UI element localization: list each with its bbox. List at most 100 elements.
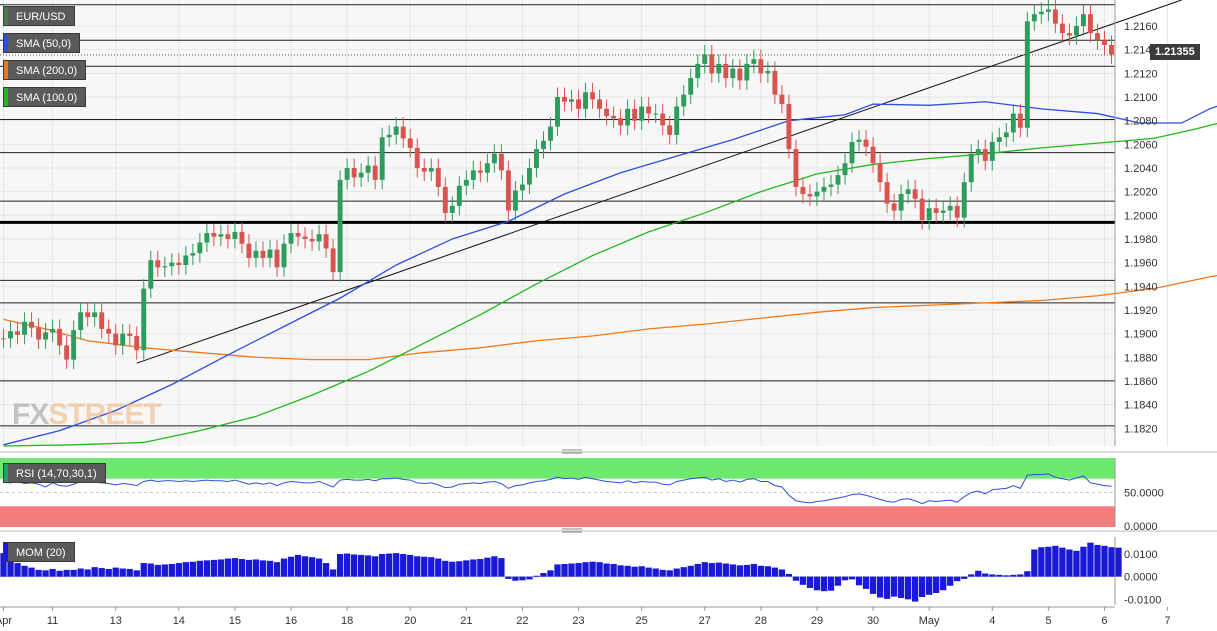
mom-bar [1087,542,1094,577]
instrument-label: EUR/USD [3,6,75,26]
candle-body [372,165,378,180]
candle-body [323,234,329,249]
candle-body [919,198,925,221]
candle-body [646,106,652,114]
mom-bar [659,569,666,577]
rsi-tick-label: 50.0000 [1124,488,1164,500]
mom-bar [904,576,912,600]
candle-body [618,118,624,126]
candle-body [71,330,77,360]
candle-body [982,149,988,161]
candle-body [155,260,161,268]
mom-bar [624,565,631,577]
sma200-legend[interactable]: SMA (200,0) [3,60,87,80]
mom-bar [1038,547,1045,577]
time-tick-label: May [919,615,940,627]
mom-bar [855,576,863,586]
candle-body [562,97,567,102]
mom-bar [729,564,736,577]
candle-body [239,231,245,244]
rsi-legend[interactable]: RSI (14,70,30,1) [3,463,106,483]
mom-bar [161,564,168,577]
candle-body [786,104,792,150]
mom-bar [778,569,786,577]
mom-legend[interactable]: MOM (20) [3,542,75,562]
mom-bar [372,556,379,577]
candle-body [519,184,525,191]
candle-body [281,243,287,268]
candle-body [933,208,939,213]
mom-bar [470,559,477,577]
candle-body [723,63,729,79]
candle-body [407,138,413,148]
candle-body [905,189,911,195]
sma200-legend-text: SMA (200,0) [16,65,78,77]
mom-bar [533,575,540,577]
price-tick-label: 1.2080 [1124,116,1158,128]
candle-body [926,208,932,221]
candle-body [169,262,175,267]
sma200-line [3,274,1217,361]
mom-bar [1017,574,1024,577]
mom-bar [414,556,421,577]
candle-body [842,163,848,176]
candle-body [940,210,946,213]
mom-bar [119,568,126,577]
candle-body [590,92,596,100]
mom-bar [982,573,989,577]
mom-bar [336,554,344,577]
sma50-legend[interactable]: SMA (50,0) [3,33,81,53]
candle-body [961,182,967,218]
candle-body [22,321,27,335]
time-tick-label: 29 [811,615,823,627]
mom-bar [322,563,330,577]
candle-body [15,331,20,335]
candle-body [477,170,483,173]
candle-body [64,345,70,360]
candle-body [555,97,560,127]
mom-bar [610,563,617,577]
mom-bar [575,563,582,577]
mom-bar [757,565,765,577]
mom-bar [680,567,687,577]
candle-body [526,167,532,185]
time-tick-label: 21 [460,615,472,627]
mom-bar [989,574,996,577]
mom-bar [456,561,463,577]
mom-bar [862,576,870,589]
sma100-legend[interactable]: SMA (100,0) [3,87,87,107]
price-tick-label: 1.1940 [1124,281,1158,293]
price-tick-label: 1.1900 [1124,329,1158,341]
mom-bar [750,563,758,577]
candle-body [569,99,574,102]
mom-bar [1052,545,1059,577]
instrument-text: EUR/USD [16,11,66,23]
candle-body [548,126,553,141]
mom-bar [869,576,877,594]
candle-body [470,170,476,180]
price-tick-label: 1.1960 [1124,258,1158,270]
candle-body [877,163,883,183]
time-tick-label: 22 [516,615,528,627]
candle-body [632,108,638,121]
candle-body [807,194,813,197]
time-tick-label: 25 [636,615,648,627]
mom-bar [252,559,260,577]
candle-body [456,185,462,206]
candle-body [141,288,147,351]
price-tick-label: 1.1980 [1124,234,1158,246]
mom-bar [84,569,91,577]
mom-bar [519,576,526,581]
mom-bar [210,559,218,577]
candle-body [421,167,427,172]
mom-tick-label: 0.0000 [1124,572,1158,584]
mom-bar [350,554,358,577]
mom-bar [463,560,470,577]
candle-body [947,205,953,211]
candle-body [751,59,757,64]
sma100-line [3,122,1217,447]
candle-body [996,137,1002,142]
mom-bar [154,564,161,577]
candle-body [1080,14,1086,27]
